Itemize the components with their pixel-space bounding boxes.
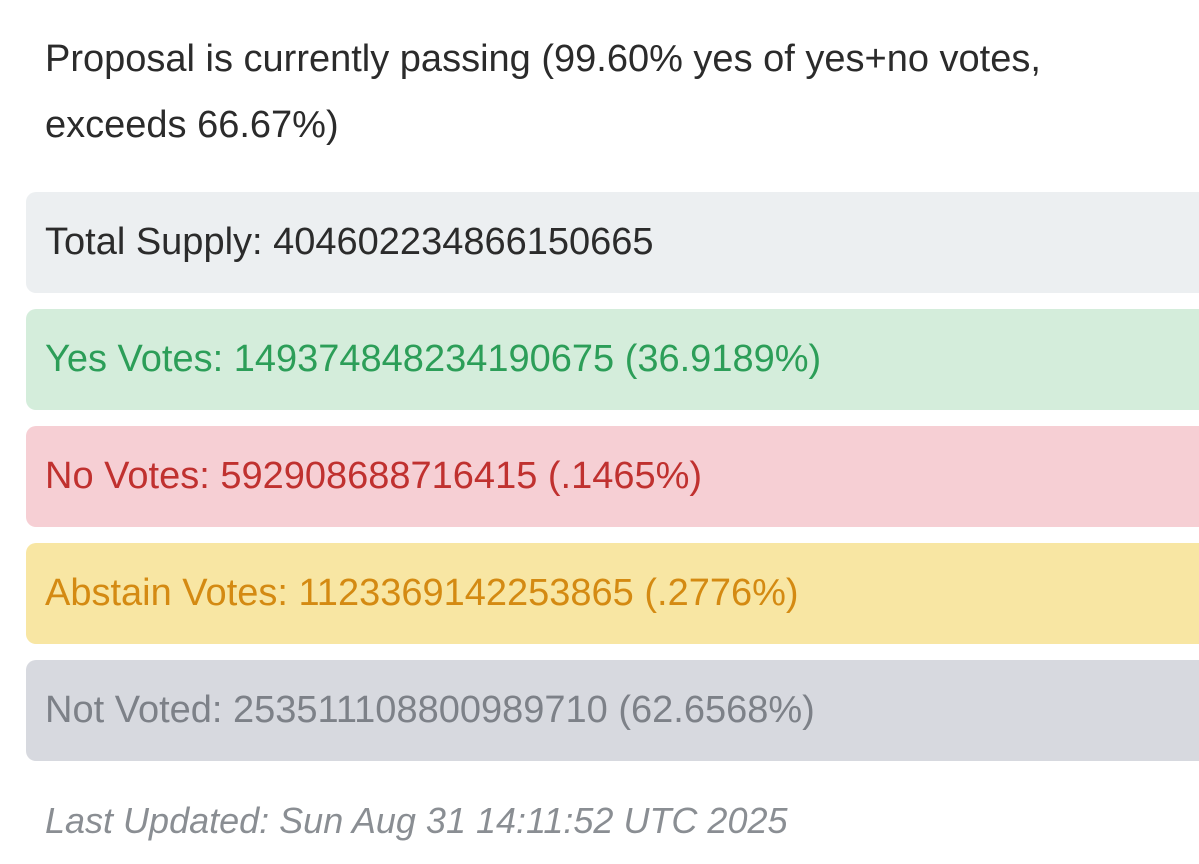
no-votes: No Votes: 592908688716415 (.1465%)	[26, 426, 1199, 527]
total-supply: Total Supply: 404602234866150665	[26, 192, 1199, 293]
abstain-votes: Abstain Votes: 1123369142253865 (.2776%)	[26, 543, 1199, 644]
last-updated: Last Updated: Sun Aug 31 14:11:52 UTC 20…	[45, 800, 788, 841]
yes-votes: Yes Votes: 149374848234190675 (36.9189%)	[26, 309, 1199, 410]
status-message: Proposal is currently passing (99.60% ye…	[45, 38, 1041, 146]
not-voted: Not Voted: 253511108800989710 (62.6568%)	[26, 660, 1199, 761]
